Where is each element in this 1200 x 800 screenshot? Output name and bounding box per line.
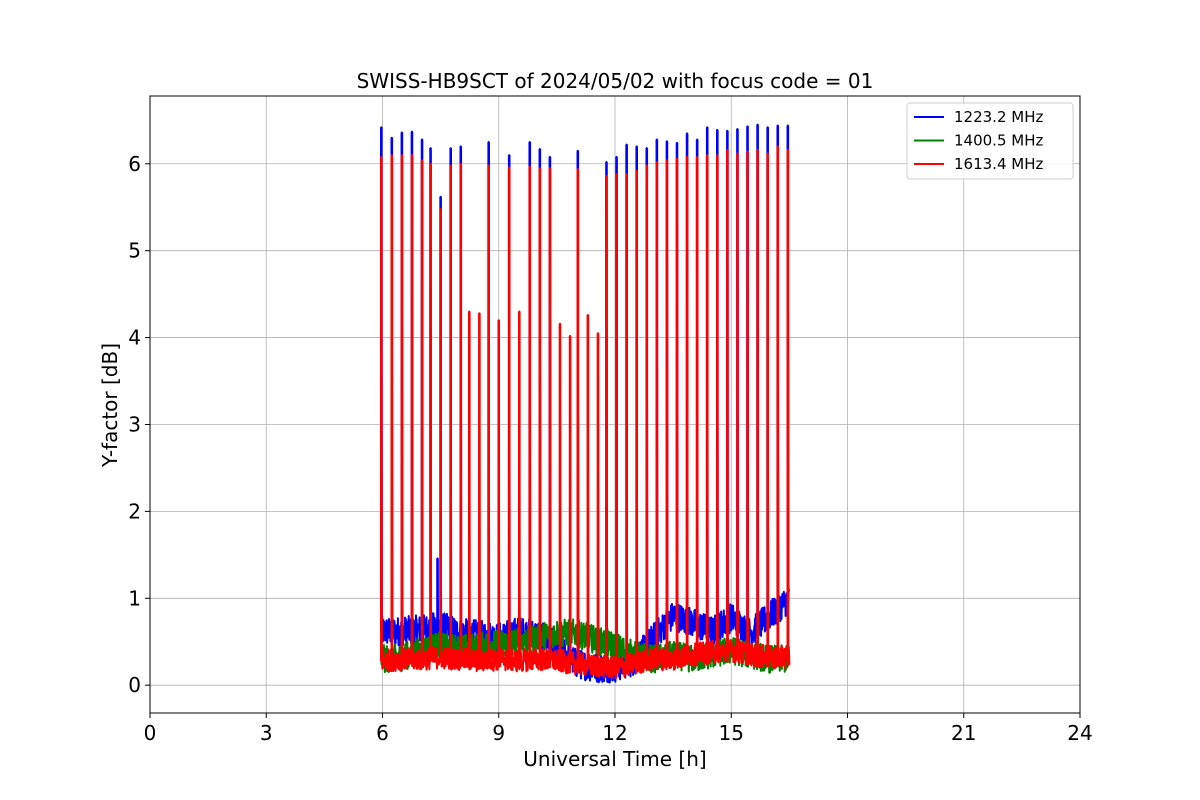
legend: 1223.2 MHz 1400.5 MHz 1613.4 MHz xyxy=(906,102,1074,180)
x-tick-label: 0 xyxy=(144,721,157,745)
plot-area xyxy=(380,123,791,684)
y-tick-label: 1 xyxy=(128,586,141,610)
legend-label: 1613.4 MHz xyxy=(954,155,1043,173)
legend-box xyxy=(906,102,1074,180)
series-line xyxy=(380,145,791,680)
y-tick-label: 2 xyxy=(128,499,141,523)
x-tick-label: 12 xyxy=(602,721,627,745)
x-tick-label: 3 xyxy=(260,721,273,745)
y-tick-label: 5 xyxy=(128,239,141,263)
legend-label: 1223.2 MHz xyxy=(954,108,1043,126)
y-axis: 0 1 2 3 4 5 6 xyxy=(128,152,150,697)
y-tick-label: 6 xyxy=(128,152,141,176)
x-tick-label: 6 xyxy=(376,721,389,745)
y-tick-label: 4 xyxy=(128,326,141,350)
y-axis-label: Y-factor [dB] xyxy=(98,343,122,468)
x-tick-label: 18 xyxy=(835,721,860,745)
y-tick-label: 3 xyxy=(128,412,141,436)
y-tick-label: 0 xyxy=(128,673,141,697)
x-tick-label: 21 xyxy=(951,721,976,745)
x-tick-label: 15 xyxy=(719,721,744,745)
legend-label: 1400.5 MHz xyxy=(954,132,1043,150)
x-tick-label: 9 xyxy=(492,721,505,745)
x-axis: 0 3 6 9 12 15 18 21 24 xyxy=(144,713,1093,745)
x-tick-label: 24 xyxy=(1067,721,1092,745)
chart-title: SWISS-HB9SCT of 2024/05/02 with focus co… xyxy=(357,69,874,93)
x-axis-label: Universal Time [h] xyxy=(523,747,706,771)
